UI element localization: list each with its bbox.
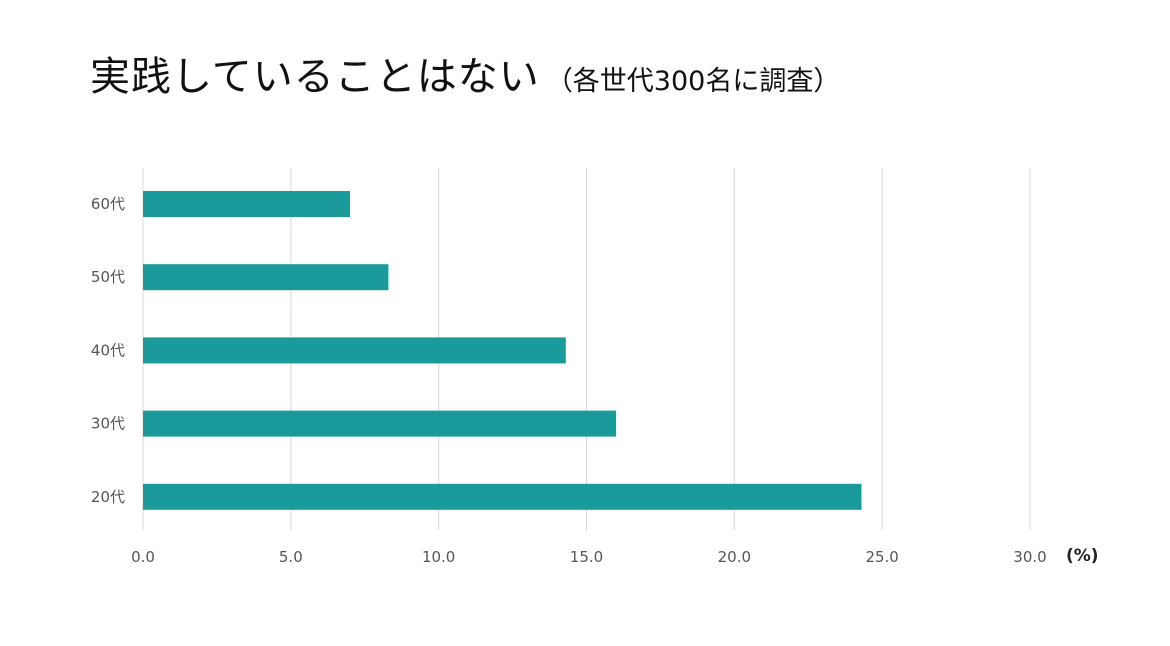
category-label: 20代 <box>91 488 125 506</box>
bar <box>143 264 389 291</box>
category-label: 40代 <box>91 341 125 359</box>
x-axis-unit-label: (%) <box>1066 546 1099 566</box>
category-label: 50代 <box>91 268 125 286</box>
chart-title: 実践していることはない （各世代300名に調査） <box>90 44 840 102</box>
bar <box>143 483 862 510</box>
x-tick-label: 25.0 <box>865 548 898 566</box>
x-tick-label: 10.0 <box>422 548 455 566</box>
category-labels: 60代 50代 40代 30代 20代 <box>91 195 125 506</box>
bar <box>143 337 566 364</box>
chart-title-main: 実践していることはない <box>90 54 540 100</box>
x-tick-label: 5.0 <box>279 548 303 566</box>
x-tick-label: 30.0 <box>1013 548 1046 566</box>
x-tick-label: 0.0 <box>131 548 155 566</box>
x-tick-label: 20.0 <box>718 548 751 566</box>
category-label: 60代 <box>91 195 125 213</box>
category-label: 30代 <box>91 415 125 433</box>
chart-title-subtitle: （各世代300名に調査） <box>545 66 841 97</box>
bar <box>143 410 617 437</box>
bar <box>143 191 350 217</box>
bars <box>143 191 862 510</box>
x-tick-labels: 0.0 5.0 10.0 15.0 20.0 25.0 30.0 <box>131 548 1047 566</box>
x-tick-label: 15.0 <box>570 548 603 566</box>
